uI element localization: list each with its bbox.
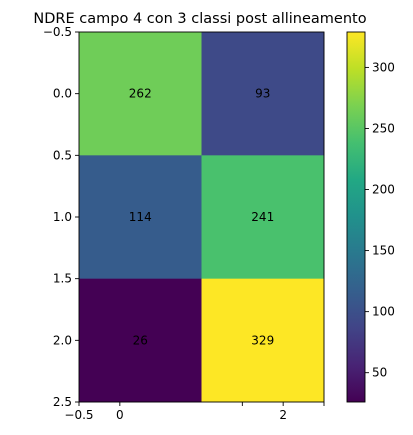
colorbar-tick-label: 100 (372, 305, 395, 319)
heatmap-cell (79, 32, 202, 156)
chart-title: NDRE campo 4 con 3 classi post allineame… (33, 11, 366, 27)
colorbar-gradient (347, 32, 365, 402)
cell-value-label: 93 (255, 87, 270, 101)
x-tick-label: 2 (279, 408, 287, 422)
colorbar-tick-label: 50 (372, 366, 387, 380)
colorbar-tick-label: 200 (372, 183, 395, 197)
y-tick-label: 2.0 (53, 333, 72, 347)
y-tick-label: 0.5 (53, 148, 72, 162)
cell-value-label: 114 (129, 210, 152, 224)
colorbar-ticks: 50 100 150 200 250 300 (365, 60, 395, 380)
cell-value-label: 241 (251, 210, 274, 224)
cell-value-label: 329 (251, 333, 274, 347)
x-tick-label: −0.5 (64, 408, 93, 422)
y-tick-label: −0.5 (43, 25, 72, 39)
heatmap-cells (79, 32, 325, 403)
heatmap-cell (201, 32, 325, 156)
y-tick-label: 1.0 (53, 210, 72, 224)
colorbar-frame (346, 31, 366, 403)
colorbar: 50 100 150 200 250 300 (346, 31, 395, 403)
colorbar-tick-label: 250 (372, 121, 395, 135)
heatmap-cell (201, 155, 325, 279)
y-tick-label: 2.5 (53, 395, 72, 409)
colorbar-tick-label: 150 (372, 244, 395, 258)
heatmap-cell (79, 278, 202, 403)
cell-value-label: 26 (133, 333, 148, 347)
y-tick-label: 0.0 (53, 87, 72, 101)
y-tick-label: 1.5 (53, 272, 72, 286)
x-tick-label: 0 (116, 408, 124, 422)
cell-value-label: 262 (129, 87, 152, 101)
colorbar-tick-label: 300 (372, 60, 395, 74)
y-axis: −0.5 0.0 0.5 1.0 1.5 2.0 2.5 (43, 25, 79, 409)
heatmap-cell-labels: 262 93 114 241 26 329 (129, 87, 274, 348)
heatmap-cell (79, 155, 202, 279)
heatmap-cell (201, 278, 325, 403)
x-axis: −0.5 0 2 (64, 402, 325, 422)
